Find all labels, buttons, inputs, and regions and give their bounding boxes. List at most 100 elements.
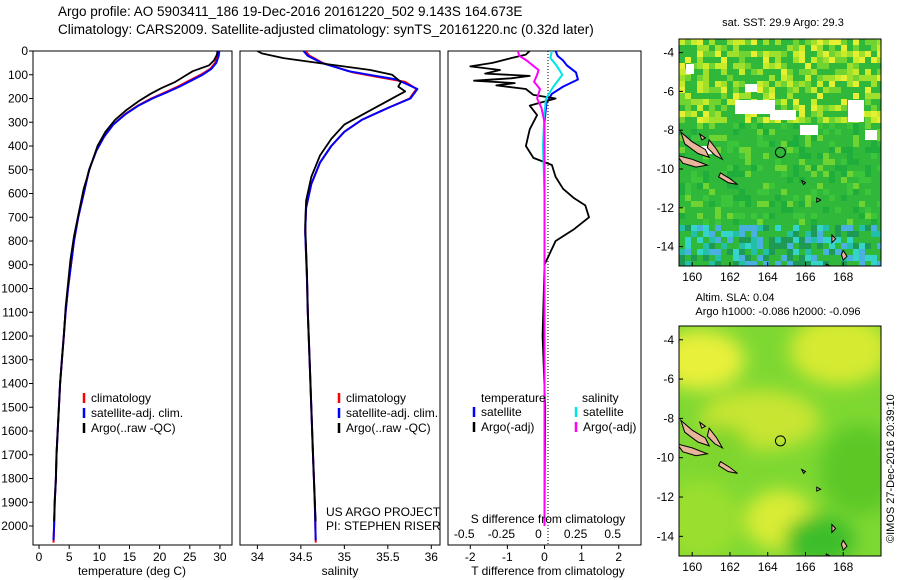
pi-annotation: PI: STEPHEN RISER (326, 519, 441, 533)
sst-cell (805, 249, 811, 255)
sst-cell (877, 69, 881, 75)
sst-cell (733, 183, 739, 189)
sst-cell (865, 69, 871, 75)
sst-cell (733, 87, 739, 93)
sst-cell (769, 141, 775, 147)
sst-cell (877, 51, 881, 57)
lon-tick-label: 164 (758, 560, 778, 574)
sst-cell (775, 81, 781, 87)
sst-cell (811, 57, 817, 63)
sst-cell (679, 255, 685, 261)
sst-cell (853, 189, 859, 195)
sst-cell (739, 189, 745, 195)
sst-cell (679, 63, 685, 69)
sst-cell (709, 99, 715, 105)
depth-tick-label: 1600 (1, 424, 28, 438)
sst-cell (763, 189, 769, 195)
sst-cell (715, 99, 721, 105)
sst-cell (703, 69, 709, 75)
sst-map-axes: 160 162 164 166 168 -4 -6 -8 -10 -12 -14 (657, 46, 854, 284)
sst-cell (697, 57, 703, 63)
sst-cell (679, 75, 685, 81)
sst-cell (775, 51, 781, 57)
sst-cell (877, 111, 881, 117)
depth-tick-label: 1300 (1, 353, 28, 367)
sst-cell (787, 249, 793, 255)
sst-cell (805, 165, 811, 171)
sst-cell (763, 249, 769, 255)
sst-cell (823, 51, 829, 57)
sst-cell (739, 243, 745, 249)
sst-cell (679, 69, 685, 75)
sst-cell (721, 63, 727, 69)
sst-cell (823, 237, 829, 243)
sst-cell (787, 87, 793, 93)
sst-cell (709, 243, 715, 249)
sst-cell (787, 141, 793, 147)
lon-tick-label: 166 (795, 270, 815, 284)
sst-cell (679, 147, 685, 153)
sst-cell (841, 57, 847, 63)
x-tick-label: 10 (93, 550, 107, 564)
difference-x-axis: -2 -1 0 1 2 -0.5 -0.25 0 0.25 0.5 (454, 527, 622, 564)
sst-cell (679, 39, 685, 45)
sst-cell (703, 63, 709, 69)
sst-cell (757, 117, 763, 123)
sst-cell (715, 81, 721, 87)
sst-cell (853, 57, 859, 63)
sst-cell (703, 249, 709, 255)
sst-cell (745, 93, 751, 99)
sst-cell (817, 237, 823, 243)
sst-cell (697, 39, 703, 45)
sst-cell (727, 165, 733, 171)
sst-cell (853, 45, 859, 51)
sst-cell (805, 201, 811, 207)
sst-cell (847, 237, 853, 243)
sst-cell (703, 183, 709, 189)
sst-cell (703, 87, 709, 93)
sst-cell (709, 261, 715, 266)
sst-cell (835, 129, 841, 135)
sst-heatmap-cells (679, 39, 881, 266)
sst-cell (751, 243, 757, 249)
sst-cell (721, 231, 727, 237)
cloud-gap (800, 125, 818, 135)
sst-cell (829, 75, 835, 81)
x-tick-label: 0 (541, 550, 548, 564)
sst-cell (805, 87, 811, 93)
sst-cell (745, 51, 751, 57)
sla-blob (690, 425, 750, 475)
sst-cell (727, 141, 733, 147)
sst-cell (793, 231, 799, 237)
sst-cell (757, 243, 763, 249)
sst-cell (871, 261, 877, 266)
sst-cell (847, 231, 853, 237)
sla-map: Altim. SLA: 0.04 Argo h1000: -0.086 h200… (657, 292, 882, 574)
sst-cell (817, 51, 823, 57)
sst-cell (745, 225, 751, 231)
sst-cell (793, 123, 799, 129)
sst-cell (811, 165, 817, 171)
sst-cell (757, 165, 763, 171)
sst-cell (865, 255, 871, 261)
island-outline (816, 197, 822, 203)
lat-tick-label: -10 (657, 451, 675, 465)
sst-cell (763, 201, 769, 207)
sst-cell (685, 99, 691, 105)
sst-cell (871, 141, 877, 147)
sst-cell (745, 201, 751, 207)
sst-cell (811, 195, 817, 201)
sst-islands (679, 130, 848, 266)
sst-cell (787, 147, 793, 153)
sst-cell (865, 171, 871, 177)
sst-cell (835, 147, 841, 153)
lat-tick-label: -6 (663, 84, 674, 98)
sst-cell (847, 147, 853, 153)
sst-cell (703, 75, 709, 81)
sla-map-title: Altim. SLA: 0.04 (696, 292, 775, 304)
sst-cell (877, 39, 881, 45)
sst-cell (739, 123, 745, 129)
sst-cell (871, 75, 877, 81)
sst-cell (739, 147, 745, 153)
